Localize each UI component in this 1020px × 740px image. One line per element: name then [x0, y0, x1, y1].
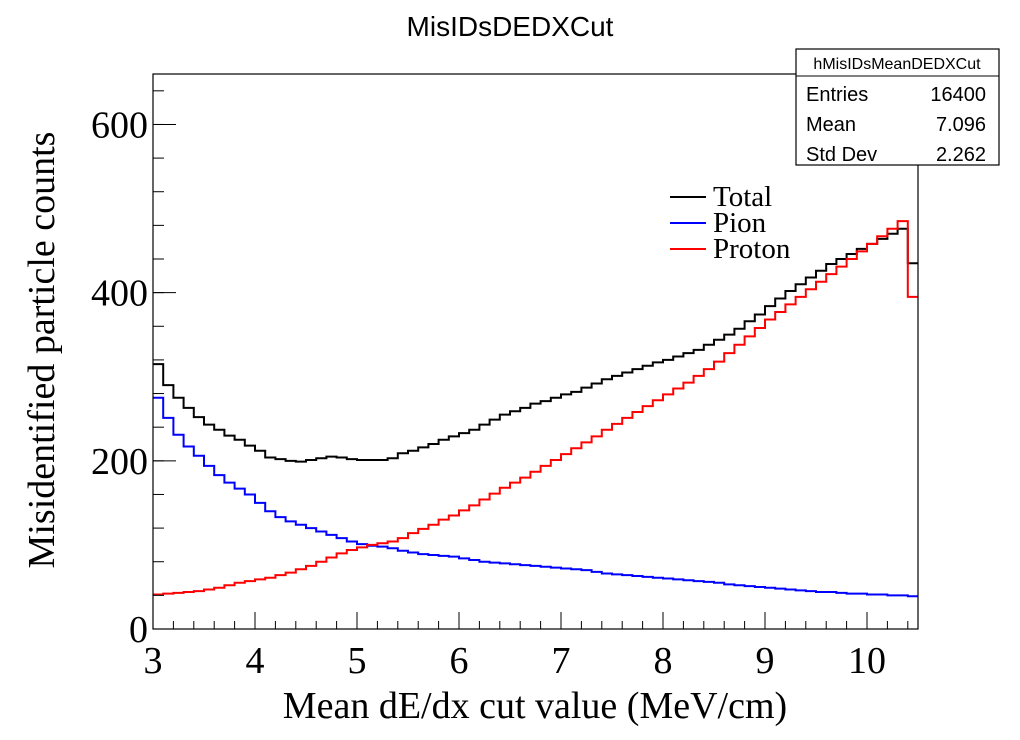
y-tick-label: 600: [91, 104, 148, 146]
y-tick-label: 0: [129, 609, 148, 651]
stats-row-value: 2.262: [936, 144, 986, 166]
x-tick-label: 9: [756, 640, 775, 682]
legend-label-pion: Pion: [713, 207, 767, 239]
x-tick-label: 8: [654, 640, 673, 682]
x-axis-label: Mean dE/dx cut value (MeV/cm): [283, 685, 787, 727]
stats-row-label: Mean: [806, 114, 856, 136]
x-axis: 3 4 5 6 7 8 9 10: [144, 612, 909, 682]
series-line-proton: [153, 220, 918, 596]
y-tick-label: 200: [91, 441, 148, 483]
x-tick-label: 3: [144, 640, 163, 682]
x-tick-label: 4: [246, 640, 265, 682]
stats-row-value: 16400: [930, 84, 986, 106]
series-layer: [153, 220, 918, 598]
series-line-total: [153, 227, 918, 463]
stats-box: hMisIDsMeanDEDXCut Entries 16400 Mean 7.096 S…: [795, 48, 1000, 166]
legend-label-proton: Proton: [713, 233, 791, 265]
y-tick-label: 400: [91, 273, 148, 315]
y-axis-label: Misidentified particle counts: [21, 132, 63, 569]
stats-row-label: Std Dev: [806, 144, 877, 166]
stats-box-frame: [795, 48, 1000, 166]
stats-box-name: hMisIDsMeanDEDXCut: [813, 56, 981, 73]
x-tick-label: 7: [552, 640, 571, 682]
plot-frame: [152, 73, 919, 630]
y-axis: 0 200 400 600: [91, 90, 176, 651]
stats-row-value: 7.096: [936, 114, 986, 136]
x-tick-label: 10: [848, 640, 886, 682]
series-line-pion: [153, 396, 918, 598]
legend-label-total: Total: [713, 181, 772, 213]
x-tick-label: 5: [348, 640, 367, 682]
x-tick-label: 6: [450, 640, 469, 682]
chart-title: MisIDsDEDXCut: [407, 11, 614, 42]
stats-row-label: Entries: [806, 84, 868, 106]
